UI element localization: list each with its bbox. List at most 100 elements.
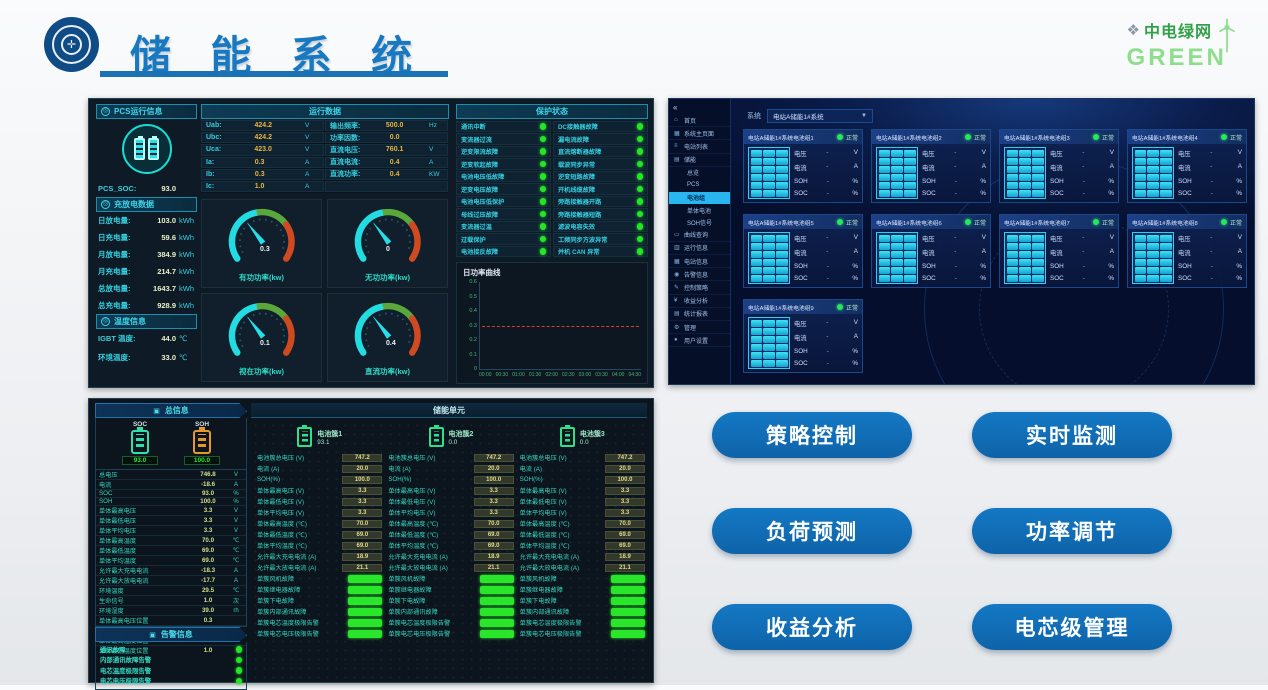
battery-pack-card[interactable]: 电站A储能1#系统电池组5 正常 电压 - V 电流 - A SOH -% SOC -%	[743, 214, 863, 288]
protect-item: 逆变电压故障	[456, 183, 551, 195]
card-fields: 电压 - V 电流 - A SOH -% SOC -%	[1050, 147, 1114, 199]
sidebar-menu-item[interactable]: ▥ 运行信息	[669, 242, 730, 256]
cluster-value-row: 单体最高电压 (V) 3.3	[520, 485, 645, 496]
gauge-title: 有功功率(kw)	[239, 273, 284, 282]
pcs-battery-icon	[121, 124, 172, 174]
sidebar-menu-item[interactable]: 电池组	[669, 191, 730, 204]
system-select[interactable]: 电站A储能1#系统 ▼	[767, 109, 873, 123]
battery-rack-icon	[876, 147, 918, 199]
sidebar-menu-item[interactable]: ▤ 储能	[669, 154, 730, 167]
gauge-value: 0	[386, 246, 390, 253]
card-field-row: SOH -%	[794, 262, 858, 270]
status-ok-dot	[1220, 219, 1227, 225]
sidebar-collapse-icon[interactable]: «	[673, 103, 678, 112]
gauge-title: 无功功率(kw)	[365, 273, 410, 282]
total-info-table: 总电压 746.8 V 电流 -18.6 A SOC 93.0% SOH 100.0% 单体…	[95, 470, 247, 655]
gauge-value: 0.1	[260, 340, 270, 347]
battery-pack-card[interactable]: 电站A储能1#系统电池组4 正常 电压 - V 电流 - A SOH -% SOC -%	[1127, 129, 1247, 203]
status-ok-dot	[539, 210, 546, 218]
sidebar-menu-item[interactable]: PCS	[687, 182, 700, 189]
cluster-status-row: 单簇下电故障	[257, 595, 383, 606]
card-field-row: SOC -%	[794, 359, 858, 367]
menu-item-icon: ▥	[674, 245, 680, 252]
status-ok-dot	[636, 210, 643, 218]
protect-item: 工频同步方波异常	[553, 233, 648, 245]
battery-pack-card[interactable]: 电站A储能1#系统电池组6 正常 电压 - V 电流 - A SOH -% SOC -%	[871, 214, 991, 288]
protect-item: 逆变短路故障	[553, 170, 648, 183]
sidebar-menu-item[interactable]: ▭ 曲线查询	[669, 229, 730, 242]
energy-row: 总充电量: 928.9 kWh	[98, 301, 194, 310]
feature-button[interactable]: 策略控制	[712, 412, 912, 458]
feature-button[interactable]: 功率调节	[972, 508, 1172, 554]
sidebar-menu-item[interactable]: 单体电池	[687, 208, 712, 215]
temp-row: 环境温度: 33.0 ℃	[98, 353, 188, 362]
card-field-row: SOH -%	[1050, 262, 1114, 270]
sidebar-menu-item[interactable]: 总览	[687, 171, 700, 178]
sidebar-menu-item[interactable]: ¥ 收益分析	[669, 295, 730, 308]
cluster-status-row: 单簇风机故障	[388, 573, 514, 584]
battery-rack-icon	[1132, 147, 1174, 199]
cluster-value-row: 允许最大充电电流 (A) 18.9	[257, 551, 383, 562]
battery-pack-card[interactable]: 电站A储能1#系统电池组3 正常 电压 - V 电流 - A SOH -% SOC -%	[999, 129, 1119, 203]
soc-indicator: SOC 93.0	[122, 421, 158, 465]
cluster-value-row: 单体最低温度 (℃) 69.0	[257, 529, 383, 540]
sidebar-menu-item[interactable]: ● 用户设置	[669, 334, 730, 348]
sidebar-menu-item[interactable]: SOH信号	[687, 221, 713, 227]
sidebar-menu-item[interactable]: ✎ 控制策略	[669, 281, 730, 295]
menu-item-icon: ≡	[674, 143, 678, 150]
feature-button[interactable]: 电芯级管理	[972, 604, 1172, 650]
sidebar-menu-item[interactable]: ≡ 电站列表	[669, 140, 730, 154]
info-row: 电流 -18.6 A	[96, 480, 246, 490]
cluster-value-row: SOH(%) 100.0	[520, 474, 645, 485]
battery-pack-card[interactable]: 电站A储能1#系统电池组9 正常 电压 - V 电流 - A SOH -% SOC -%	[743, 299, 863, 373]
status-ok-dot	[964, 219, 971, 225]
info-row: 总电压 746.8 V	[96, 470, 246, 480]
gauge-dial-icon	[354, 302, 421, 356]
chart-title: 日功率曲线	[463, 268, 501, 277]
sidebar-menu-item[interactable]: ⌂ 首页	[669, 114, 730, 128]
status-ok-dot	[539, 223, 546, 230]
battery-pack-card[interactable]: 电站A储能1#系统电池组1 正常 电压 - V 电流 - A SOH -% SOC -%	[743, 129, 863, 203]
bms-monitor-panel: « ⌂ 首页 ▦ 系统主页面 ≡ 电站列表 ▤ 储能 总览 PCS 电池组	[668, 98, 1255, 385]
protect-item: 开机线缆故障	[553, 183, 648, 195]
info-row: SOC 93.0%	[96, 490, 246, 498]
protect-header: 保护状态	[456, 104, 648, 119]
cluster-value-row: 电池簇总电压 (V) 747.2	[520, 452, 645, 463]
brand-name: 中电绿网	[1143, 24, 1212, 41]
sidebar-menu-item[interactable]: ▤ 统计报表	[669, 308, 730, 322]
card-field-row: 电压 - V	[1178, 234, 1242, 243]
sidebar-menu-item[interactable]: ◉ 告警信息	[669, 268, 730, 282]
cluster-value-row: 电流 (A) 20.0	[257, 463, 383, 474]
sidebar-menu-item[interactable]: ▦ 系统主页面	[669, 127, 730, 141]
battery-pack-card[interactable]: 电站A储能1#系统电池组8 正常 电压 - V 电流 - A SOH -% SOC -%	[1127, 214, 1247, 288]
status-ok-bar	[479, 574, 514, 583]
brand-sub: GREEN	[1126, 44, 1227, 71]
card-field-row: 电压 - V	[1050, 149, 1114, 158]
section-icon: ◎	[101, 107, 110, 116]
status-ok-dot	[539, 185, 546, 193]
power-series-line	[482, 325, 639, 327]
battery-pack-card[interactable]: 电站A储能1#系统电池组7 正常 电压 - V 电流 - A SOH -% SOC -%	[999, 214, 1119, 288]
feature-button[interactable]: 负荷预测	[712, 508, 912, 554]
sidebar-menu-item[interactable]: ⚙ 管理	[669, 321, 730, 335]
app-logo-icon: ✛	[44, 17, 99, 72]
cluster-status-row: 单簇电芯温度极限告警	[257, 617, 383, 628]
run-cell-right	[325, 180, 448, 193]
sidebar-menu-item[interactable]: ▦ 电站信息	[669, 255, 730, 269]
cluster-value-row: SOH(%) 100.0	[388, 474, 514, 485]
battery-rack-icon	[1132, 232, 1174, 284]
run-cell-left: Ic: 1.0 A	[201, 180, 324, 193]
status-ok-dot	[539, 148, 546, 155]
battery-pack-card[interactable]: 电站A储能1#系统电池组2 正常 电压 - V 电流 - A SOH -% SOC -%	[871, 129, 991, 203]
status-ok-dot	[636, 248, 643, 255]
feature-button[interactable]: 实时监测	[972, 412, 1172, 458]
protect-item: 载波同步异常	[553, 158, 648, 170]
cluster-value-row: 单体平均温度 (℃) 69.0	[257, 540, 383, 551]
energy-row: 日充电量: 59.6 kWh	[98, 233, 194, 242]
section-icon: ◎	[101, 317, 110, 326]
temp-rows: IGBT 温度: 44.0 ℃ 环境温度: 33.0 ℃	[96, 329, 197, 367]
chart-x-axis: 00:00 00:30 01:00 01:30 02:00 02:30 03:00 03:30…	[479, 372, 641, 378]
status-ok-bar	[610, 618, 645, 627]
card-field-row: 电压 - V	[922, 149, 986, 158]
feature-button[interactable]: 收益分析	[712, 604, 912, 650]
